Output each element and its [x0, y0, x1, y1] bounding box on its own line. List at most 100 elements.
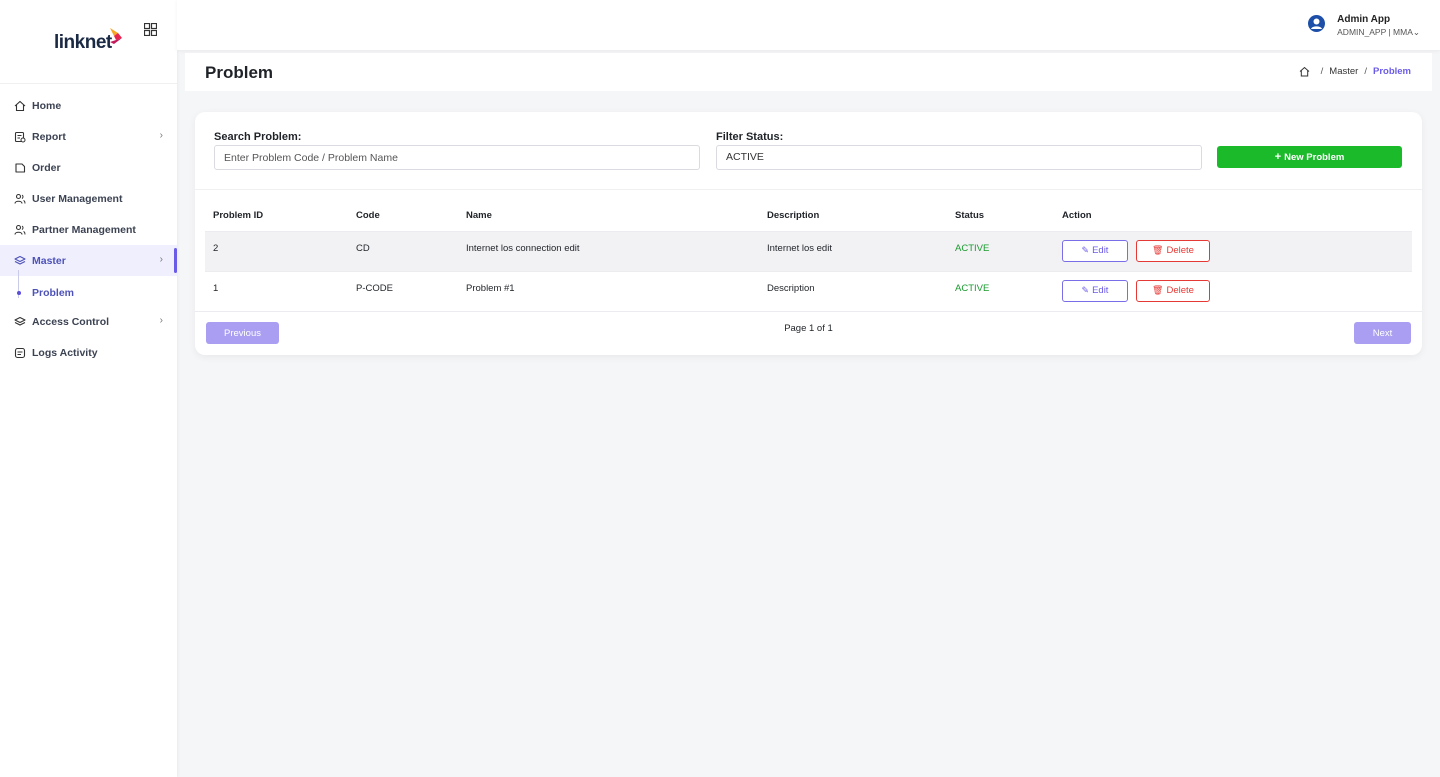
users-icon: [14, 193, 26, 204]
sidebar-nav: Home Report › Order User Management Part…: [0, 84, 177, 368]
sidebar: linknet Home Report › Order Use: [0, 0, 177, 777]
edit-icon: ✎: [1081, 285, 1090, 295]
header-action: Action: [1062, 209, 1092, 221]
chevron-right-icon: ›: [159, 130, 163, 141]
cell-description: Description: [759, 270, 947, 311]
layers-icon: [14, 255, 26, 265]
user-avatar-icon: [1308, 15, 1326, 32]
problem-card: Search Problem: Filter Status: ACTIVE + …: [195, 112, 1422, 355]
sidebar-item-label: Partner Management: [32, 223, 136, 236]
sidebar-item-order[interactable]: Order: [0, 152, 177, 183]
row-actions: ✎ Edit 🗑 Delete: [1062, 239, 1412, 262]
sidebar-item-label: Home: [32, 99, 62, 112]
user-role: ADMIN_APP | MMA⌄: [1337, 27, 1420, 37]
search-label: Search Problem:: [214, 131, 302, 143]
logs-icon: [14, 347, 26, 358]
cell-name: Problem #1: [458, 270, 759, 311]
breadcrumb-current: Problem: [1372, 66, 1411, 77]
sidebar-subitem-label[interactable]: Problem: [32, 287, 75, 299]
pagination: Previous Page 1 of 1 Next: [195, 311, 1422, 344]
table-header-row: Problem ID Code Name Description Status …: [205, 200, 1412, 231]
home-icon[interactable]: [1299, 66, 1310, 77]
logo-mark-icon: [110, 28, 122, 44]
sidebar-item-label: Master: [32, 254, 66, 267]
table-row: 1 P-CODE Problem #1 Description ACTIVE ✎…: [205, 270, 1412, 311]
previous-button[interactable]: Previous: [206, 322, 279, 344]
trash-icon: 🗑: [1152, 285, 1164, 295]
report-icon: [14, 131, 26, 142]
delete-label: Delete: [1166, 285, 1194, 296]
delete-button[interactable]: 🗑 Delete: [1136, 239, 1210, 262]
page-header: Problem / Master / Problem: [185, 53, 1432, 91]
sidebar-item-home[interactable]: Home: [0, 90, 177, 121]
sidebar-item-label: Order: [32, 161, 61, 174]
cell-status: ACTIVE: [947, 230, 1054, 271]
trash-icon: 🗑: [1152, 245, 1164, 255]
edit-button[interactable]: ✎ Edit: [1062, 239, 1128, 262]
header-status: Status: [955, 209, 985, 221]
user-info: Admin App ADMIN_APP | MMA⌄: [1337, 13, 1420, 38]
status-group: Filter Status: ACTIVE: [716, 131, 1202, 170]
sidebar-item-label: Report: [32, 130, 66, 143]
filter-row: Search Problem: Filter Status: ACTIVE + …: [195, 112, 1422, 190]
sidebar-item-label: Logs Activity: [32, 346, 98, 359]
partner-icon: [14, 224, 26, 235]
header-name: Name: [466, 209, 492, 221]
brand-area: linknet: [0, 0, 177, 84]
breadcrumb: / Master / Problem: [1299, 66, 1411, 77]
sidebar-subitem-problem[interactable]: Problem: [0, 270, 177, 306]
status-label: Filter Status:: [716, 131, 784, 143]
home-icon: [14, 100, 26, 111]
header-problem-id: Problem ID: [213, 209, 264, 221]
cell-code: P-CODE: [348, 270, 458, 311]
user-menu[interactable]: Admin App ADMIN_APP | MMA⌄: [1308, 13, 1420, 38]
header-description: Description: [767, 209, 820, 221]
edit-button[interactable]: ✎ Edit: [1062, 279, 1128, 302]
search-input[interactable]: [214, 145, 700, 170]
cell-id: 2: [205, 230, 348, 271]
apps-grid-icon[interactable]: [144, 23, 157, 36]
row-actions: ✎ Edit 🗑 Delete: [1062, 279, 1412, 302]
plus-icon: +: [1274, 151, 1282, 163]
sidebar-item-master[interactable]: Master ›: [0, 245, 177, 276]
chevron-down-icon: ⌄: [1412, 27, 1420, 37]
sidebar-item-report[interactable]: Report ›: [0, 121, 177, 152]
cell-description: Internet los edit: [759, 230, 947, 271]
page-info: Page 1 of 1: [784, 323, 833, 334]
breadcrumb-master[interactable]: Master: [1329, 66, 1359, 77]
next-button[interactable]: Next: [1354, 322, 1411, 344]
new-problem-button[interactable]: + New Problem: [1217, 146, 1402, 168]
sidebar-item-user-management[interactable]: User Management: [0, 183, 177, 214]
edit-label: Edit: [1092, 285, 1109, 296]
status-select[interactable]: ACTIVE: [716, 145, 1202, 170]
chevron-right-icon: ›: [159, 315, 163, 326]
cell-name: Internet los connection edit: [458, 230, 759, 271]
cell-action: ✎ Edit 🗑 Delete: [1054, 270, 1412, 311]
header-code: Code: [356, 209, 380, 221]
sidebar-item-label: User Management: [32, 192, 123, 205]
page-title: Problem: [205, 63, 274, 82]
sidebar-item-partner-management[interactable]: Partner Management: [0, 214, 177, 245]
cell-id: 1: [205, 270, 348, 311]
table-row: 2 CD Internet los connection edit Intern…: [205, 230, 1412, 271]
edit-icon: ✎: [1081, 245, 1090, 255]
breadcrumb-separator: /: [1364, 66, 1367, 77]
user-name: Admin App: [1337, 14, 1391, 25]
order-icon: [15, 162, 26, 173]
new-problem-label: New Problem: [1284, 151, 1345, 163]
chevron-right-icon: ›: [159, 254, 163, 265]
problem-table: Problem ID Code Name Description Status …: [205, 200, 1412, 311]
cell-action: ✎ Edit 🗑 Delete: [1054, 230, 1412, 271]
breadcrumb-separator: /: [1320, 66, 1324, 77]
delete-button[interactable]: 🗑 Delete: [1136, 279, 1210, 302]
cell-code: CD: [348, 230, 458, 271]
sidebar-item-logs-activity[interactable]: Logs Activity: [0, 337, 177, 368]
delete-label: Delete: [1166, 245, 1194, 256]
linknet-logo[interactable]: linknet: [54, 32, 112, 53]
active-dot-icon: [17, 291, 21, 295]
cell-status: ACTIVE: [947, 270, 1054, 311]
edit-label: Edit: [1092, 245, 1109, 256]
topbar: Admin App ADMIN_APP | MMA⌄: [177, 0, 1440, 50]
sidebar-item-label: Access Control: [32, 315, 110, 328]
sidebar-item-access-control[interactable]: Access Control ›: [0, 306, 177, 337]
